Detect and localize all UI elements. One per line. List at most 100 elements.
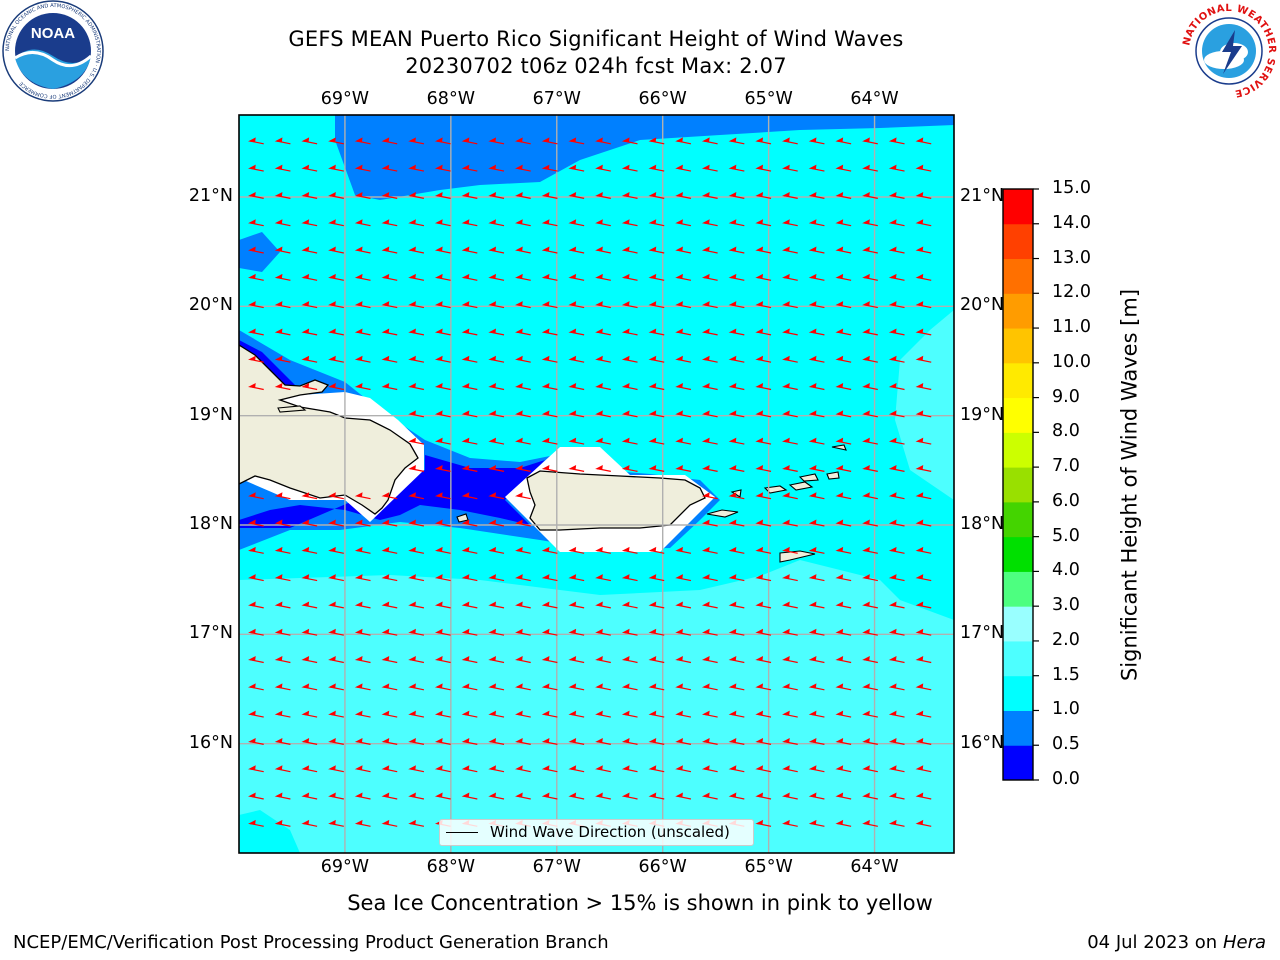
wave-direction-arrowhead <box>728 301 737 307</box>
wave-direction-arrowhead <box>862 164 870 170</box>
wave-direction-arrowhead <box>488 710 497 716</box>
wave-direction-arrowhead <box>862 819 870 825</box>
wave-direction-arrowhead <box>648 383 657 388</box>
tick-label: 67°W <box>532 857 581 877</box>
wave-direction-arrowhead <box>621 765 630 771</box>
wave-direction-arrowhead <box>488 628 497 634</box>
wave-direction-arrowhead <box>915 492 924 498</box>
wave-direction-arrowhead <box>835 437 844 443</box>
wave-direction-arrowhead <box>301 164 310 170</box>
wave-direction-arrowhead <box>408 546 416 552</box>
wave-direction-arrowhead <box>488 219 497 225</box>
wave-direction-arrowhead <box>541 710 550 716</box>
wave-direction-arrowhead <box>808 191 817 197</box>
wave-direction-arrowhead <box>888 492 897 498</box>
colorbar-segment <box>1003 328 1033 364</box>
tick-label: 68°W <box>426 857 475 877</box>
wave-direction-arrowhead <box>755 574 764 580</box>
wave-direction-arrowhead <box>408 601 416 607</box>
wave-direction-arrowhead <box>835 519 844 525</box>
wave-direction-arrowhead <box>354 219 363 225</box>
wave-direction-arrowhead <box>568 574 577 580</box>
puerto-rico-land <box>526 470 706 531</box>
wave-direction-arrowhead <box>434 656 443 661</box>
wave-direction-arrowhead <box>515 355 523 361</box>
tick-label: 65°W <box>744 89 793 109</box>
vector-legend: Wind Wave Direction (unscaled) <box>439 819 754 846</box>
wave-direction-arrowhead <box>915 628 924 634</box>
wave-direction-arrowhead <box>274 191 283 197</box>
wave-direction-arrowhead <box>915 301 924 307</box>
tick-label: 66°W <box>638 857 687 877</box>
wave-direction-arrowhead <box>862 355 870 361</box>
wave-direction-arrowhead <box>381 546 390 552</box>
wave-direction-arrowhead <box>915 137 924 143</box>
wave-direction-arrowhead <box>808 219 817 225</box>
wave-direction-arrowhead <box>488 792 497 798</box>
wave-direction-arrowhead <box>675 137 683 143</box>
wave-direction-arrowhead <box>808 273 817 279</box>
tick-label: 21°N <box>188 186 233 206</box>
colorbar-tick-label: 7.0 <box>1052 456 1080 477</box>
wave-direction-arrowhead <box>541 656 550 661</box>
wave-direction-arrowhead <box>354 683 363 689</box>
wave-direction-arrowhead <box>301 301 310 307</box>
wave-direction-arrowhead <box>675 765 683 771</box>
wave-direction-arrowhead <box>381 628 390 634</box>
wave-direction-arrowhead <box>488 601 497 607</box>
wave-direction-arrowhead <box>328 710 336 716</box>
wave-direction-arrowhead <box>755 164 764 170</box>
colorbar-segment <box>1003 397 1033 433</box>
wave-direction-arrowhead <box>434 737 443 743</box>
wave-direction-arrowhead <box>701 601 710 607</box>
colorbar-tick-label: 2.0 <box>1052 629 1080 650</box>
wave-direction-arrowhead <box>248 492 256 498</box>
wave-direction-arrowhead <box>381 328 390 334</box>
tick-label: 69°W <box>320 857 370 877</box>
wave-direction-arrowhead <box>701 355 710 361</box>
wave-direction-arrowhead <box>408 656 416 661</box>
noaa-logo-text: NOAA <box>31 25 75 42</box>
wave-direction-arrowhead <box>461 765 470 771</box>
wave-direction-arrowhead <box>434 601 443 607</box>
wave-direction-arrowhead <box>488 437 497 443</box>
chart-title: GEFS MEAN Puerto Rico Significant Height… <box>288 27 904 51</box>
wave-direction-arrowhead <box>541 765 550 771</box>
wave-direction-arrowhead <box>434 137 443 143</box>
tick-label: 64°W <box>850 857 899 877</box>
wave-direction-arrowhead <box>675 464 683 470</box>
wave-direction-arrowhead <box>808 437 817 443</box>
wave-direction-arrowhead <box>568 792 577 798</box>
wave-direction-arrowhead <box>595 137 603 143</box>
wave-direction-arrowhead <box>434 246 443 252</box>
wave-direction-arrowhead <box>301 628 310 634</box>
chart-subtitle: 20230702 t06z 024h fcst Max: 2.07 <box>405 54 787 78</box>
wave-direction-arrowhead <box>488 273 497 279</box>
wave-direction-arrowhead <box>888 519 897 525</box>
wave-direction-arrowhead <box>782 492 790 498</box>
wave-direction-arrowhead <box>568 656 577 661</box>
wave-direction-arrowhead <box>328 765 336 771</box>
wave-direction-arrowhead <box>301 737 310 743</box>
wave-direction-arrowhead <box>888 737 897 743</box>
wave-direction-arrowhead <box>408 301 416 307</box>
wave-direction-arrowhead <box>888 464 897 470</box>
wave-direction-arrowhead <box>835 328 844 334</box>
wave-direction-arrowhead <box>461 464 470 470</box>
wave-direction-arrowhead <box>328 328 336 334</box>
wave-direction-arrowhead <box>701 464 710 470</box>
wave-direction-arrowhead <box>701 164 710 170</box>
wave-direction-arrowhead <box>782 464 790 470</box>
wave-direction-arrowhead <box>755 137 764 143</box>
wave-direction-arrowhead <box>488 301 497 307</box>
tick-label: 16°N <box>188 732 233 753</box>
wave-direction-arrowhead <box>301 574 310 580</box>
wave-direction-arrowhead <box>328 191 336 197</box>
wave-direction-arrowhead <box>461 301 470 307</box>
wave-direction-arrowhead <box>488 519 497 525</box>
wave-direction-arrowhead <box>354 246 363 252</box>
wave-direction-arrowhead <box>381 792 390 798</box>
wave-direction-arrowhead <box>888 273 897 279</box>
wave-direction-arrowhead <box>248 137 256 143</box>
wave-direction-arrowhead <box>701 383 710 388</box>
